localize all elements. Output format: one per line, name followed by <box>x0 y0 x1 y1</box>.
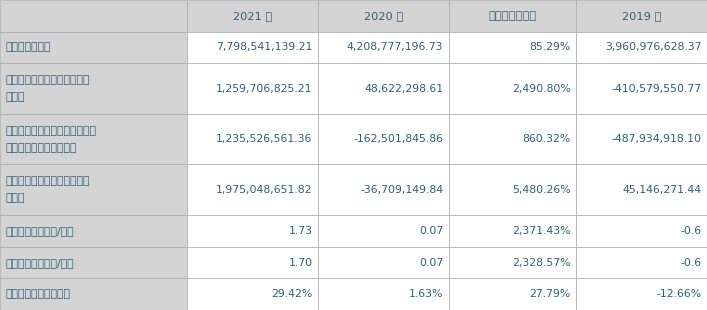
Text: 860.32%: 860.32% <box>522 134 571 144</box>
Bar <box>318 0 449 32</box>
Bar <box>449 63 576 114</box>
Text: 稀释每股收益（元/股）: 稀释每股收益（元/股） <box>6 258 74 268</box>
Bar <box>449 247 576 278</box>
Bar <box>318 32 449 63</box>
Text: 27.79%: 27.79% <box>530 289 571 299</box>
Bar <box>0 114 187 165</box>
Bar <box>318 114 449 165</box>
Text: 2019 年: 2019 年 <box>622 11 661 21</box>
Text: 常性损益的净利润（元）: 常性损益的净利润（元） <box>6 143 77 153</box>
Text: （元）: （元） <box>6 193 25 203</box>
Text: 48,622,298.61: 48,622,298.61 <box>364 84 443 94</box>
Bar <box>576 32 707 63</box>
Bar <box>187 247 318 278</box>
Bar <box>576 215 707 247</box>
Bar <box>576 278 707 310</box>
Text: 0.07: 0.07 <box>419 258 443 268</box>
Bar <box>0 215 187 247</box>
Bar <box>187 165 318 215</box>
Text: 加权平均净资产收益率: 加权平均净资产收益率 <box>6 289 71 299</box>
Bar <box>0 247 187 278</box>
Text: -410,579,550.77: -410,579,550.77 <box>612 84 701 94</box>
Text: 1,235,526,561.36: 1,235,526,561.36 <box>216 134 312 144</box>
Text: 4,208,777,196.73: 4,208,777,196.73 <box>347 42 443 52</box>
Bar <box>318 215 449 247</box>
Text: 1,975,048,651.82: 1,975,048,651.82 <box>216 185 312 195</box>
Text: -162,501,845.86: -162,501,845.86 <box>354 134 443 144</box>
Bar <box>187 215 318 247</box>
Bar <box>0 165 187 215</box>
Text: 3,960,976,628.37: 3,960,976,628.37 <box>605 42 701 52</box>
Bar <box>576 0 707 32</box>
Text: 5,480.26%: 5,480.26% <box>512 185 571 195</box>
Text: 85.29%: 85.29% <box>530 42 571 52</box>
Bar <box>318 247 449 278</box>
Text: 1.63%: 1.63% <box>409 289 443 299</box>
Text: 7,798,541,139.21: 7,798,541,139.21 <box>216 42 312 52</box>
Bar <box>318 63 449 114</box>
Text: 2021 年: 2021 年 <box>233 11 272 21</box>
Bar <box>0 32 187 63</box>
Text: -487,934,918.10: -487,934,918.10 <box>612 134 701 144</box>
Text: 1.70: 1.70 <box>288 258 312 268</box>
Bar <box>576 165 707 215</box>
Bar <box>187 0 318 32</box>
Text: 本年比上年增减: 本年比上年增减 <box>489 11 537 21</box>
Bar <box>576 63 707 114</box>
Bar <box>318 165 449 215</box>
Text: 2,328.57%: 2,328.57% <box>512 258 571 268</box>
Text: 归属于上市公司股东的净利润: 归属于上市公司股东的净利润 <box>6 75 90 85</box>
Bar <box>0 0 187 32</box>
Text: 1.73: 1.73 <box>288 226 312 236</box>
Text: 2,490.80%: 2,490.80% <box>512 84 571 94</box>
Bar <box>449 165 576 215</box>
Bar <box>449 215 576 247</box>
Bar <box>187 32 318 63</box>
Text: 45,146,271.44: 45,146,271.44 <box>622 185 701 195</box>
Text: 营业收入（元）: 营业收入（元） <box>6 42 51 52</box>
Text: 1,259,706,825.21: 1,259,706,825.21 <box>216 84 312 94</box>
Bar <box>0 63 187 114</box>
Bar <box>318 278 449 310</box>
Text: -12.66%: -12.66% <box>656 289 701 299</box>
Text: 0.07: 0.07 <box>419 226 443 236</box>
Text: 经营活动产生的现金流量净额: 经营活动产生的现金流量净额 <box>6 176 90 186</box>
Bar <box>0 278 187 310</box>
Bar <box>187 63 318 114</box>
Bar <box>187 278 318 310</box>
Text: （元）: （元） <box>6 92 25 102</box>
Bar <box>449 32 576 63</box>
Bar <box>449 0 576 32</box>
Text: 2020 年: 2020 年 <box>364 11 403 21</box>
Text: 29.42%: 29.42% <box>271 289 312 299</box>
Bar <box>187 114 318 165</box>
Bar <box>449 278 576 310</box>
Text: 归属于上市公司股东的扣除非经: 归属于上市公司股东的扣除非经 <box>6 126 97 136</box>
Bar <box>576 247 707 278</box>
Text: -0.6: -0.6 <box>680 226 701 236</box>
Text: 基本每股收益（元/股）: 基本每股收益（元/股） <box>6 226 74 236</box>
Text: -0.6: -0.6 <box>680 258 701 268</box>
Bar <box>576 114 707 165</box>
Text: -36,709,149.84: -36,709,149.84 <box>360 185 443 195</box>
Bar <box>449 114 576 165</box>
Text: 2,371.43%: 2,371.43% <box>512 226 571 236</box>
